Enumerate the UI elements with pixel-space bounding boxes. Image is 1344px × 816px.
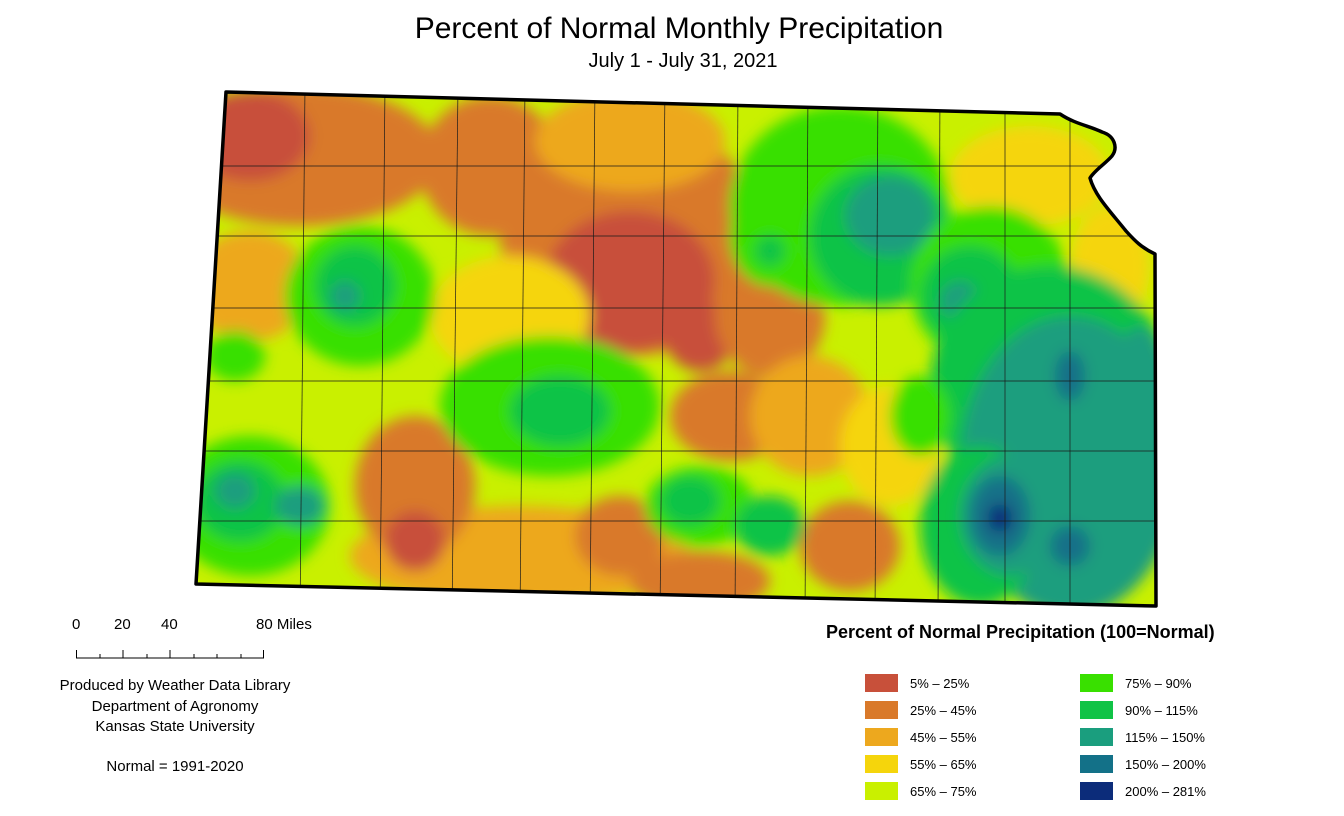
legend-swatch	[1080, 755, 1113, 773]
map-subtitle: July 1 - July 31, 2021	[588, 50, 778, 72]
credit-line-2: Department of Agronomy	[91, 697, 259, 715]
county-boundaries	[196, 92, 1156, 606]
legend-item: 200% – 281%	[1080, 781, 1206, 801]
scale-label-40: 40	[161, 616, 178, 633]
legend-label: 150% – 200%	[1125, 756, 1206, 772]
legend-swatch	[1080, 674, 1113, 692]
kansas-precipitation-map	[194, 90, 1158, 608]
legend-item: 45% – 55%	[865, 727, 977, 747]
legend-label: 25% – 45%	[910, 702, 977, 718]
legend-label: 115% – 150%	[1125, 729, 1205, 745]
legend-label: 90% – 115%	[1125, 702, 1198, 718]
normal-period-note: Normal = 1991-2020	[106, 758, 244, 775]
legend-label: 65% – 75%	[910, 783, 977, 799]
legend-item: 65% – 75%	[865, 781, 977, 801]
legend-label: 55% – 65%	[910, 756, 977, 772]
legend-swatch	[1080, 782, 1113, 800]
credit-line-3: Kansas State University	[95, 718, 255, 735]
legend-item: 25% – 45%	[865, 700, 977, 720]
legend-swatch	[865, 674, 898, 692]
legend-item: 5% – 25%	[865, 673, 969, 693]
scale-ruler	[76, 650, 264, 659]
precipitation-field	[196, 92, 1156, 606]
legend-swatch	[865, 728, 898, 746]
legend-title: Percent of Normal Precipitation (100=Nor…	[826, 622, 1215, 642]
legend-item: 150% – 200%	[1080, 754, 1206, 774]
scale-bar: 0 20 40 80 Miles	[60, 616, 340, 660]
state-outline	[194, 90, 1158, 608]
legend-item: 90% – 115%	[1080, 700, 1198, 720]
legend-item: 115% – 150%	[1080, 727, 1205, 747]
legend-swatch	[865, 701, 898, 719]
legend-item: 55% – 65%	[865, 754, 977, 774]
legend-label: 5% – 25%	[910, 675, 970, 691]
scale-label-20: 20	[114, 616, 131, 633]
credits: Produced by Weather Data Library Departm…	[30, 676, 320, 738]
legend-swatch	[1080, 728, 1113, 746]
legend-label: 200% – 281%	[1125, 783, 1206, 799]
credit-line-1: Produced by Weather Data Library	[59, 677, 291, 694]
legend-label: 45% – 55%	[910, 729, 977, 745]
legend-swatch	[865, 755, 898, 773]
scale-label-0: 0	[72, 616, 81, 633]
legend-swatch	[1080, 701, 1113, 719]
map-title: Percent of Normal Monthly Precipitation	[414, 12, 944, 45]
scale-label-80-miles: 80 Miles	[256, 616, 312, 633]
legend-item: 75% – 90%	[1080, 673, 1192, 693]
legend-swatch	[865, 782, 898, 800]
legend-label: 75% – 90%	[1125, 675, 1192, 691]
